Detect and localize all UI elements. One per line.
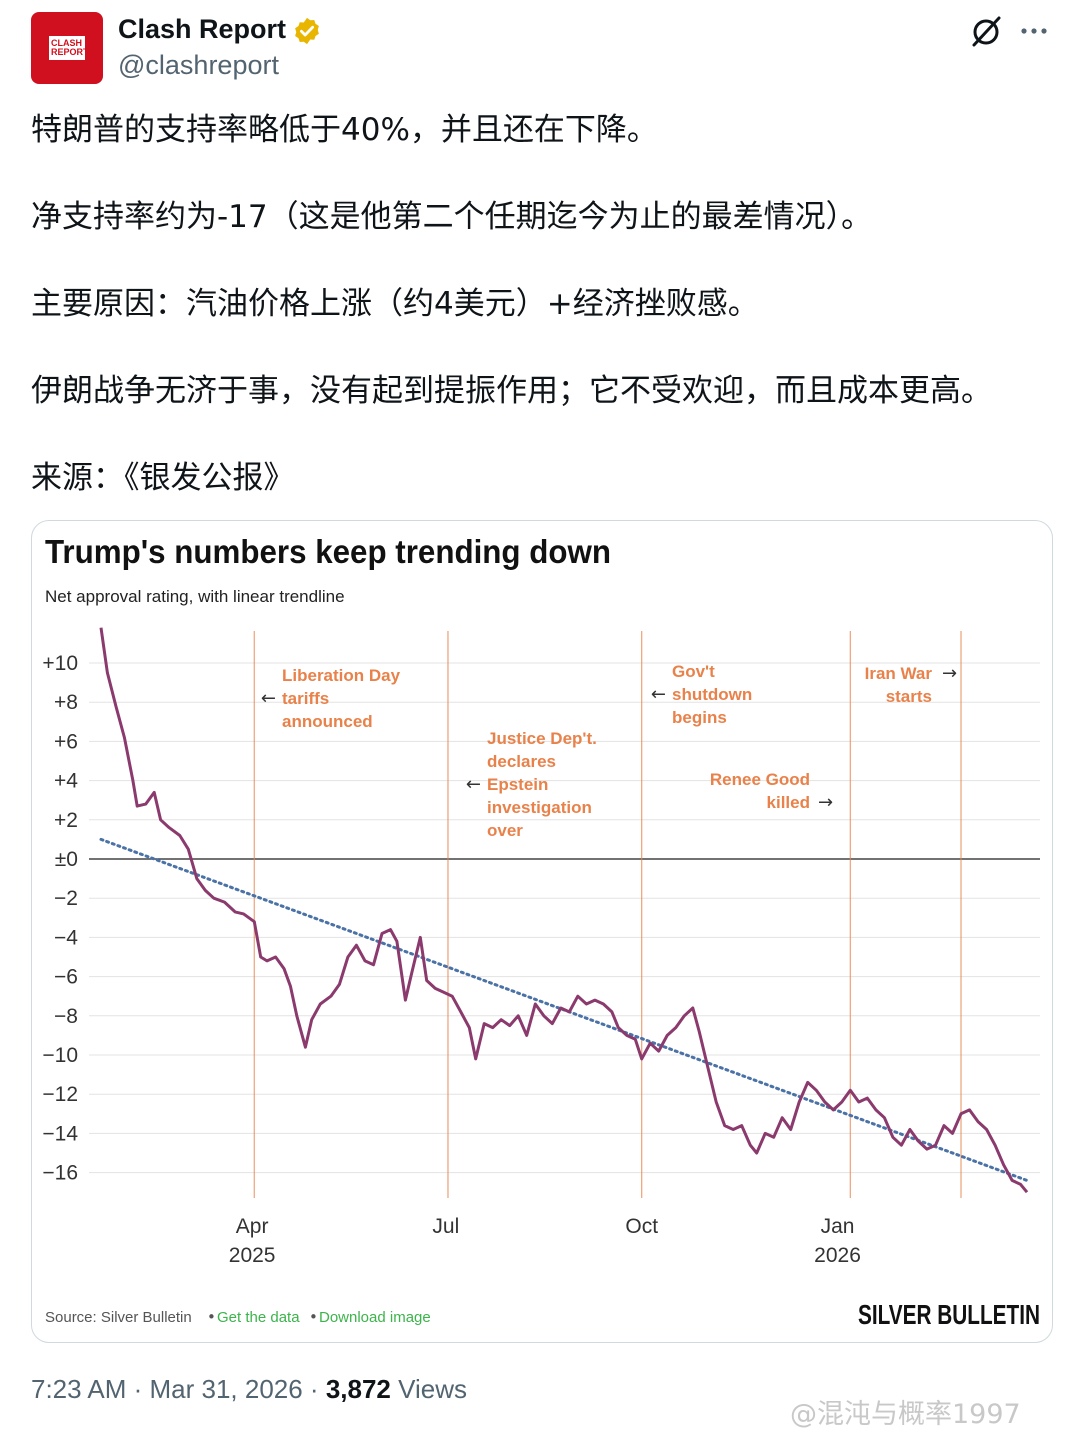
y-tick-label: −4 (54, 926, 78, 949)
avatar-logo-text: CLASH REPORT (49, 36, 89, 60)
event-label: investigation (487, 798, 592, 817)
y-tick-label: +8 (54, 691, 78, 714)
tweet-text: 特朗普的支持率略低于40%，并且还在下降。 净支持率约为-17（这是他第二个任期… (31, 108, 1051, 543)
grok-icon[interactable] (968, 14, 1004, 50)
y-tick-label: −16 (42, 1162, 78, 1185)
source-separator: • (207, 1308, 216, 1326)
media-image[interactable]: Trump's numbers keep trending down Net a… (31, 520, 1053, 1343)
approval-chart: Trump's numbers keep trending down Net a… (42, 533, 1040, 1330)
tweet-paragraph: 伊朗战争无济于事，没有起到提振作用；它不受欢迎，而且成本更高。 (31, 373, 992, 409)
event-annotation: Iran War starts → (865, 663, 957, 706)
event-label: over (487, 821, 523, 840)
x-tick-label: Jan (821, 1215, 855, 1238)
event-annotation: Liberation Day tariffs announced ← (261, 666, 401, 731)
tweet-paragraph: 来源：《银发公报》 (31, 460, 295, 496)
x-tick-label: Oct (625, 1215, 658, 1238)
get-data-link[interactable]: Get the data (217, 1309, 300, 1326)
event-label: starts (886, 687, 932, 706)
event-label: killed (767, 793, 810, 812)
y-tick-label: +2 (54, 809, 78, 832)
x-tick-label: Jul (432, 1215, 459, 1238)
event-label: Justice Dep't. (487, 729, 597, 748)
x-tick-label: Apr (236, 1215, 269, 1238)
right-arrow-icon: → (818, 792, 833, 813)
right-arrow-icon: → (942, 663, 957, 684)
views-count: 3,872 (325, 1374, 391, 1404)
x-tick-sublabel: 2026 (814, 1244, 861, 1267)
grid-lines (89, 662, 1040, 1174)
series (99, 627, 1029, 1194)
y-tick-label: ±0 (55, 848, 78, 871)
event-label: declares (487, 752, 556, 771)
y-tick-label: +6 (54, 730, 78, 753)
source-separator: • (309, 1308, 318, 1326)
event-annotation: Renee Good killed → (710, 770, 833, 813)
y-axis: +10 +8 +6 +4 +2 ±0 −2 −4 −6 −8 −10 −12 −14 −16 (42, 652, 78, 1185)
y-tick-label: −6 (54, 966, 78, 989)
event-annotation: Gov't shutdown begins ← (651, 662, 752, 727)
event-label: Renee Good (710, 770, 810, 789)
event-label: begins (672, 708, 727, 727)
left-arrow-icon: ← (261, 688, 276, 709)
series-line (99, 627, 1029, 1194)
handle[interactable]: @clashreport (118, 50, 279, 80)
y-tick-label: −12 (42, 1083, 78, 1106)
silver-bulletin-logo: SILVER BULLETIN (858, 1299, 1040, 1330)
display-name[interactable]: Clash Report (118, 14, 287, 44)
source-text: Source: Silver Bulletin (45, 1309, 192, 1326)
tweet-timestamp[interactable]: 7:23 AM · Mar 31, 2026 · 3,872 Views (31, 1374, 467, 1405)
tweet-paragraph: 主要原因：汽油价格上涨（约4美元）+经济挫败感。 (31, 286, 759, 322)
download-image-link[interactable]: Download image (319, 1309, 431, 1326)
tweet-paragraph: 净支持率约为-17（这是他第二个任期迄今为止的最差情况）。 (31, 199, 873, 235)
x-axis: Apr 2025 Jul Oct Jan 2026 (229, 1215, 861, 1267)
verified-badge-icon (295, 17, 319, 45)
left-arrow-icon: ← (466, 774, 481, 795)
event-label: tariffs (282, 689, 329, 708)
y-tick-label: +10 (42, 652, 78, 675)
y-tick-label: −10 (42, 1044, 78, 1067)
y-tick-label: −8 (54, 1005, 78, 1028)
event-lines (253, 631, 962, 1198)
chart-title: Trump's numbers keep trending down (45, 533, 611, 570)
y-tick-label: −2 (54, 887, 78, 910)
event-label: Gov't (672, 662, 715, 681)
event-label: Epstein (487, 775, 548, 794)
left-arrow-icon: ← (651, 684, 666, 705)
views-label: Views (398, 1374, 468, 1404)
more-icon[interactable] (1018, 16, 1050, 46)
event-label: Iran War (865, 664, 933, 683)
event-label: shutdown (672, 685, 752, 704)
y-tick-label: +4 (54, 770, 78, 793)
event-label: announced (282, 712, 373, 731)
chart-subtitle: Net approval rating, with linear trendli… (45, 587, 345, 606)
avatar[interactable]: CLASH REPORT (31, 12, 103, 84)
tweet-paragraph: 特朗普的支持率略低于40%，并且还在下降。 (31, 112, 658, 148)
event-annotation: Justice Dep't. declares Epstein investigati… (466, 729, 597, 840)
y-tick-label: −14 (42, 1122, 78, 1145)
watermark: @混沌与概率1997 (790, 1399, 1021, 1430)
x-tick-sublabel: 2025 (229, 1244, 276, 1267)
timestamp-text: 7:23 AM · Mar 31, 2026 · (31, 1374, 319, 1404)
event-label: Liberation Day (282, 666, 401, 685)
